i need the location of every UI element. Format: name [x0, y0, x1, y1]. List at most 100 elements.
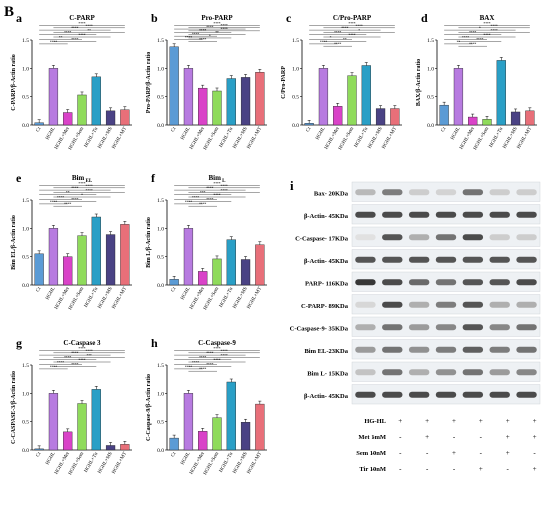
y-tick-label: 0.0 — [22, 448, 29, 454]
sig-label: **** — [71, 363, 78, 367]
sig-label: **** — [221, 354, 228, 358]
y-tick-label: 0.5 — [157, 255, 164, 261]
sig-label: **** — [483, 22, 490, 26]
panel-letter: f — [151, 171, 156, 185]
bar-HGHL+MS — [240, 259, 251, 286]
sig-label: **** — [64, 203, 71, 207]
y-tick-label: 1.5 — [22, 38, 29, 44]
sig-label: ** — [59, 36, 63, 40]
blot-band — [355, 279, 376, 286]
bar-Ct — [304, 123, 314, 126]
chart-title-subscript: L — [221, 179, 226, 184]
y-tick-label: 1.0 — [292, 66, 299, 72]
treatment-sign: - — [399, 433, 402, 441]
sig-label: **** — [341, 27, 348, 31]
chart-title-subscript: EL — [84, 179, 93, 184]
x-tick-label: HGHL+MT — [112, 127, 128, 150]
blot-band — [355, 234, 376, 241]
blot-band — [516, 324, 537, 331]
sig-label: **** — [213, 194, 220, 198]
sig-label: ** — [457, 40, 461, 44]
treatment-sign: - — [426, 465, 429, 473]
bar-Ct — [34, 448, 44, 451]
sig-label: **** — [86, 349, 93, 353]
bar-HGHL+Sem — [212, 90, 222, 126]
blot-band — [462, 346, 484, 353]
blot-band — [435, 369, 457, 376]
chart-title: Pro-PARP — [201, 14, 233, 22]
sig-label: **** — [78, 34, 85, 38]
bar-HGHL+MS — [510, 111, 521, 126]
blot-band — [516, 369, 537, 376]
treatment-sign: + — [506, 417, 510, 425]
blot-band — [408, 391, 430, 398]
sig-label: **** — [78, 359, 85, 363]
x-tick-label: HGHL+Sem — [68, 451, 85, 476]
treatment-sign: - — [480, 449, 483, 457]
sig-label: **** — [221, 189, 228, 193]
sig-label: **** — [221, 24, 228, 28]
bar-HGHL+Met — [63, 256, 73, 286]
sig-label: **** — [206, 26, 213, 30]
blot-band — [355, 256, 376, 263]
blot-band — [355, 189, 376, 196]
sig-label: **** — [483, 34, 490, 38]
bar-HGHL+MT — [120, 444, 130, 451]
y-axis-label: Bim L/β-Actin ratio — [146, 217, 152, 268]
chart-title: C/Pro-PARP — [333, 14, 372, 22]
sig-label: ** — [215, 31, 219, 35]
y-tick-label: 0.5 — [22, 255, 29, 261]
panel-letter: d — [421, 11, 428, 25]
bar-HGHL+MT — [120, 224, 130, 286]
x-tick-label: HGHL+Tir — [219, 451, 235, 473]
blot-row-label: C-PARP- 89KDa — [301, 303, 349, 310]
sig-label: **** — [57, 196, 64, 200]
treatment-sign: + — [425, 433, 429, 441]
sig-label: **** — [221, 184, 228, 188]
blot-band — [435, 346, 457, 353]
panel-letter: a — [16, 11, 22, 25]
sig-label: **** — [64, 31, 71, 35]
y-axis-label: Pro-PARP/β-Actin ratio — [146, 52, 152, 113]
sig-label: **** — [86, 189, 93, 193]
sig-label: **** — [50, 200, 57, 204]
sig-label: **** — [213, 359, 220, 363]
treatment-label: Tir 10nM — [359, 466, 386, 473]
chart-title: Bim L — [208, 174, 226, 184]
sig-label: **** — [320, 40, 327, 44]
y-tick-label: 1.0 — [157, 391, 164, 397]
bar-HGHL+Tir — [361, 65, 371, 126]
blot-band — [462, 369, 484, 376]
blot-band — [382, 211, 403, 218]
blot-band — [382, 256, 403, 263]
bar-HGHL+MT — [255, 72, 265, 126]
blot-band — [516, 346, 537, 353]
chart-g: g C-Caspase 3 C-CASPASE-3/β-Actin ratio 0.0… — [11, 336, 132, 476]
bar-HGHL+Sem — [482, 119, 492, 126]
treatment-sign: + — [506, 433, 510, 441]
treatment-sign: + — [479, 417, 483, 425]
sig-label: **** — [50, 365, 57, 369]
blot-band — [489, 391, 510, 398]
sig-label: *** — [200, 191, 206, 195]
treatment-sign: - — [453, 465, 456, 473]
blot-row-label: β-Actin- 45KDa — [304, 393, 349, 400]
sig-label: **** — [221, 27, 228, 31]
bar-HGHL+Tir — [91, 389, 101, 451]
blot-band — [382, 189, 403, 196]
x-tick-label: Ct — [306, 126, 313, 133]
treatment-sign: - — [399, 465, 402, 473]
figure-label: B — [4, 4, 14, 20]
sig-label: **** — [356, 24, 363, 28]
sig-label: **** — [57, 361, 64, 365]
treatment-sign: + — [533, 465, 537, 473]
treatment-sign: + — [452, 417, 456, 425]
blot-band — [382, 346, 403, 353]
y-tick-label: 1.5 — [22, 198, 29, 204]
blot-band — [489, 211, 510, 218]
blot-band — [355, 211, 376, 218]
sig-label: **** — [213, 182, 220, 186]
panel-letter: b — [151, 11, 158, 25]
western-blot-panel: i Bax- 20KDa β-Actin- 45KDa C-Caspase- 17KD… — [290, 178, 541, 473]
